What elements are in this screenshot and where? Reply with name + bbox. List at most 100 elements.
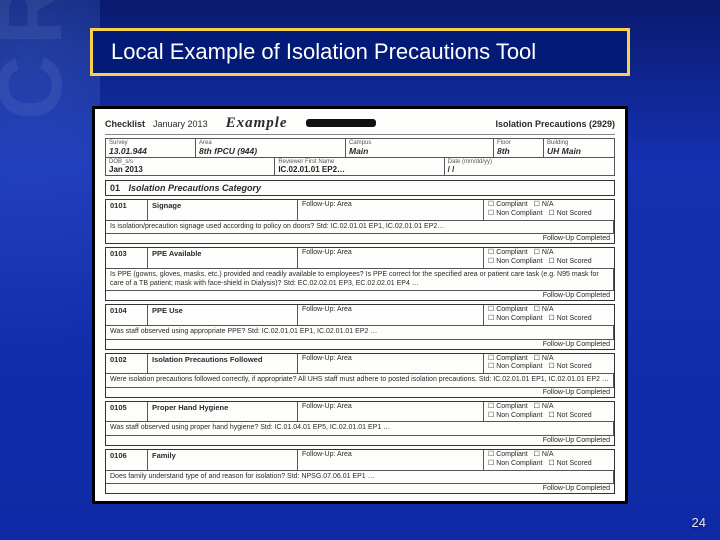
opt-noncompliant: Non Compliant <box>488 412 543 419</box>
ep-value: IC.02.01.01 EP2… <box>278 165 440 174</box>
items-list: 0101SignageFollow-Up: AreaCompliant N/AN… <box>105 199 615 494</box>
opt-noncompliant: Non Compliant <box>488 258 543 265</box>
item-options: Compliant N/A Non Compliant Not Scored <box>484 450 614 470</box>
item-followup-area: Follow-Up: Area <box>298 305 484 325</box>
cell-area: Area 8th fPCU (944) <box>196 139 346 157</box>
item-head: 0101SignageFollow-Up: Area Compliant N/A N… <box>106 200 614 221</box>
month-value: Jan 2013 <box>109 165 271 174</box>
item-desc: Was staff observed using appropriate PPE… <box>106 326 614 339</box>
item-footer: Follow-Up Completed <box>106 435 614 445</box>
item-followup-area: Follow-Up: Area <box>298 200 484 220</box>
cell-survey: Survey 13.01.944 <box>106 139 196 157</box>
item-desc: Were isolation precautions followed corr… <box>106 374 614 387</box>
item-code: 0101 <box>106 200 148 220</box>
doc-title-right: Isolation Precautions (2929) <box>495 119 615 129</box>
item-name: Signage <box>148 200 298 220</box>
item-desc: Was staff observed using proper hand hyg… <box>106 422 614 435</box>
cell-date: Date (mm/dd/yy) / / <box>445 158 614 175</box>
opt-noncompliant: Non Compliant <box>488 210 543 217</box>
item-code: 0102 <box>106 354 148 374</box>
redacted-bar <box>306 119 376 127</box>
doc-sub-row: DOB_s/s Jan 2013 Reviewer First Name IC.… <box>105 158 615 176</box>
opt-notscored: Not Scored <box>548 460 591 467</box>
cell-campus: Campus Main <box>346 139 494 157</box>
checklist-item: 0103PPE AvailableFollow-Up: Area Complian… <box>105 247 615 301</box>
opt-compliant: Compliant <box>488 249 528 256</box>
opt-noncompliant: Non Compliant <box>488 460 543 467</box>
item-name: Proper Hand Hygiene <box>148 402 298 422</box>
item-options: Compliant N/ANon Compliant Not Scored <box>484 354 614 374</box>
checklist-item: 0104PPE UseFollow-Up: Area Compliant N/A N… <box>105 304 615 349</box>
item-name: PPE Available <box>148 248 298 268</box>
category-num: 01 <box>110 183 120 193</box>
item-code: 0105 <box>106 402 148 422</box>
opt-noncompliant: Non Compliant <box>488 363 543 370</box>
opt-na: N/A <box>534 306 554 313</box>
opt-na: N/A <box>534 403 554 410</box>
doc-header-label: Checklist <box>105 119 145 129</box>
item-head: 0106FamilyFollow-Up: AreaCompliant N/ANo… <box>106 450 614 471</box>
doc-header-date: January 2013 <box>153 119 208 129</box>
cell-floor: Floor 8th <box>494 139 544 157</box>
building-value: UH Main <box>547 146 611 156</box>
item-options: Compliant N/A Non Compliant Not Scored <box>484 200 614 220</box>
opt-na: N/A <box>534 201 554 208</box>
opt-notscored: Not Scored <box>548 258 591 265</box>
item-head: 0104PPE UseFollow-Up: Area Compliant N/A N… <box>106 305 614 326</box>
item-desc: Is isolation/precaution signage used acc… <box>106 221 614 234</box>
opt-notscored: Not Scored <box>548 315 591 322</box>
item-body: Were isolation precautions followed corr… <box>106 374 614 387</box>
opt-compliant: Compliant <box>488 403 528 410</box>
checklist-item: 0101SignageFollow-Up: Area Compliant N/A N… <box>105 199 615 244</box>
survey-value: 13.01.944 <box>109 146 192 156</box>
opt-compliant: Compliant <box>488 451 528 458</box>
opt-notscored: Not Scored <box>548 210 591 217</box>
checklist-item: 0106FamilyFollow-Up: AreaCompliant N/ANo… <box>105 449 615 494</box>
item-head: 0105Proper Hand HygieneFollow-Up: AreaCo… <box>106 402 614 423</box>
item-body: Does family understand type of and reaso… <box>106 471 614 484</box>
item-options: Compliant N/A Non Compliant Not Scored <box>484 402 614 422</box>
opt-noncompliant: Non Compliant <box>488 315 543 322</box>
opt-notscored: Not Scored <box>548 363 591 370</box>
background-accent <box>0 0 100 540</box>
item-name: Family <box>148 450 298 470</box>
item-body: Is PPE (gowns, gloves, masks, etc.) prov… <box>106 269 614 291</box>
item-followup-area: Follow-Up: Area <box>298 354 484 374</box>
scanned-document: Checklist January 2013 Example Isolation… <box>92 106 628 504</box>
checklist-item: 0105Proper Hand HygieneFollow-Up: AreaCo… <box>105 401 615 446</box>
item-footer: Follow-Up Completed <box>106 483 614 493</box>
opt-na: N/A <box>534 451 554 458</box>
opt-compliant: Compliant <box>488 355 528 362</box>
slide-title: Local Example of Isolation Precautions T… <box>111 39 536 65</box>
item-name: PPE Use <box>148 305 298 325</box>
item-followup-area: Follow-Up: Area <box>298 402 484 422</box>
cell-dob: DOB_s/s Jan 2013 <box>106 158 275 175</box>
opt-na: N/A <box>534 355 554 362</box>
opt-compliant: Compliant <box>488 201 528 208</box>
slide-title-bar: Local Example of Isolation Precautions T… <box>90 28 630 76</box>
area-value: 8th fPCU (944) <box>199 146 342 156</box>
category-bar: 01 Isolation Precautions Category <box>105 180 615 196</box>
item-followup-area: Follow-Up: Area <box>298 248 484 268</box>
campus-value: Main <box>349 146 490 156</box>
doc-example-handwriting: Example <box>226 115 288 132</box>
item-head: 0103PPE AvailableFollow-Up: Area Complian… <box>106 248 614 269</box>
item-footer: Follow-Up Completed <box>106 387 614 397</box>
item-body: Was staff observed using appropriate PPE… <box>106 326 614 339</box>
item-code: 0104 <box>106 305 148 325</box>
item-options: Compliant N/A Non Compliant Not Scored <box>484 305 614 325</box>
doc-top-row: Survey 13.01.944 Area 8th fPCU (944) Cam… <box>105 138 615 158</box>
opt-notscored: Not Scored <box>548 412 591 419</box>
item-code: 0103 <box>106 248 148 268</box>
item-desc: Does family understand type of and reaso… <box>106 471 614 484</box>
opt-compliant: Compliant <box>488 306 528 313</box>
cell-building: Building UH Main <box>544 139 614 157</box>
item-footer: Follow-Up Completed <box>106 233 614 243</box>
checklist-item: 0102Isolation Precautions FollowedFollow… <box>105 353 615 398</box>
doc-header-row: Checklist January 2013 Example Isolation… <box>105 115 615 135</box>
cell-reviewer-first: Reviewer First Name IC.02.01.01 EP2… <box>275 158 444 175</box>
item-code: 0106 <box>106 450 148 470</box>
item-footer: Follow-Up Completed <box>106 339 614 349</box>
date-value: / / <box>448 165 611 174</box>
item-name: Isolation Precautions Followed <box>148 354 298 374</box>
